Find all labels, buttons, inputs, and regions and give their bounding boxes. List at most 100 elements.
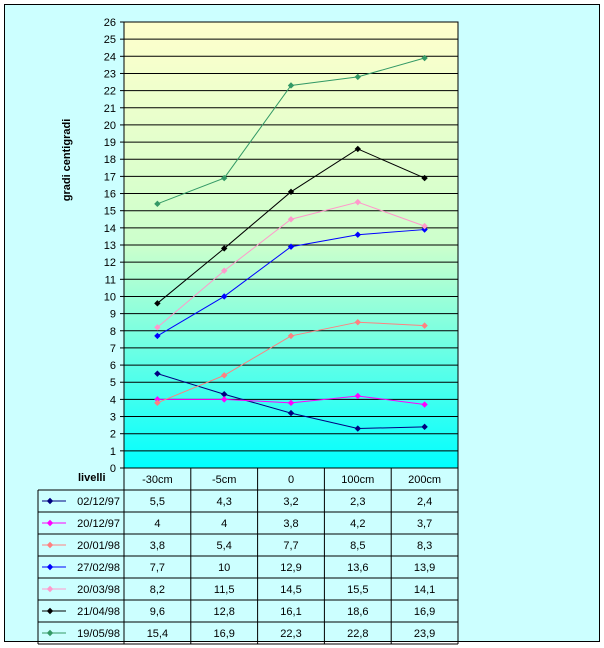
- legend-key-marker: [46, 585, 54, 593]
- table-cell: 13,6: [347, 562, 368, 574]
- table-cell: 22,8: [347, 628, 368, 640]
- data-point: [421, 226, 428, 233]
- data-point: [421, 54, 428, 62]
- y-tick-label: 24: [104, 51, 116, 63]
- data-point: [221, 267, 228, 274]
- table-cell: 3,7: [417, 518, 432, 530]
- data-point: [287, 216, 295, 223]
- category-label: 200cm: [408, 474, 441, 486]
- table-cell: 8,2: [150, 584, 165, 596]
- series-2: [154, 318, 428, 407]
- y-tick-label: 9: [110, 309, 116, 321]
- table-cell: 4: [221, 518, 227, 530]
- series-lines: [154, 54, 428, 432]
- table-cell: 14,5: [280, 584, 301, 596]
- series-name: 02/12/97: [77, 496, 120, 508]
- y-tick-label: 20: [104, 120, 116, 132]
- table-cell: 3,8: [283, 518, 298, 530]
- category-label: 0: [288, 474, 294, 486]
- y-tick-label: 15: [104, 206, 116, 218]
- data-point: [421, 222, 428, 230]
- table-cell: 8,3: [417, 540, 432, 552]
- series-name: 20/01/98: [77, 540, 120, 552]
- data-point: [354, 198, 361, 206]
- data-point: [287, 82, 295, 89]
- data-table: -30cm -5cm 0 100cm 200cm 02/12/97 5,5 4,3 3,2 2,3…: [37, 467, 459, 645]
- category-label: -30cm: [142, 474, 173, 486]
- data-point: [154, 370, 161, 377]
- gridlines: [123, 21, 459, 469]
- table-cell: 4,2: [350, 518, 365, 530]
- legend-key-marker: [46, 607, 54, 615]
- y-tick-label: 22: [104, 86, 116, 98]
- data-point: [287, 409, 295, 417]
- category-label: -5cm: [212, 474, 236, 486]
- data-point: [421, 401, 428, 408]
- data-point: [287, 332, 295, 340]
- data-point: [354, 145, 361, 153]
- series-name: 20/03/98: [77, 584, 120, 596]
- y-tick-label: 7: [110, 343, 116, 355]
- data-point: [354, 425, 361, 432]
- series-name: 21/04/98: [77, 606, 120, 618]
- table-cell: 8,5: [350, 540, 365, 552]
- table-cell: 4,3: [217, 496, 232, 508]
- y-tick-label: 11: [105, 274, 116, 286]
- table-cell: 2,4: [417, 496, 432, 508]
- y-tick-label: 18: [104, 154, 116, 166]
- data-point: [221, 372, 228, 379]
- y-tick-label: 4: [110, 394, 116, 406]
- series-5: [154, 145, 428, 307]
- data-point: [221, 396, 228, 403]
- y-axis-label: gradi centigradi: [61, 119, 73, 202]
- table-cell: 3,8: [150, 540, 165, 552]
- y-tick-label: 12: [104, 257, 116, 269]
- table-cell: 5,4: [217, 540, 232, 552]
- legend-key-marker: [46, 541, 54, 549]
- legend-key-marker: [46, 519, 54, 527]
- table-cell: 5,5: [150, 496, 165, 508]
- table-cell: 11,5: [214, 584, 235, 596]
- data-point: [421, 423, 428, 431]
- table-cell: 16,1: [280, 606, 301, 618]
- data-point: [154, 332, 161, 340]
- data-point: [354, 231, 361, 238]
- data-point: [354, 392, 361, 400]
- table-cell: 7,7: [283, 540, 298, 552]
- data-point: [221, 293, 228, 300]
- series-name: 19/05/98: [77, 628, 120, 640]
- data-point: [421, 322, 428, 329]
- data-point: [154, 300, 161, 307]
- y-tick-label: 0: [110, 463, 116, 475]
- data-point: [154, 396, 161, 403]
- series-0: [154, 370, 428, 432]
- table-cell: 12,9: [280, 562, 301, 574]
- y-axis: 0123456789101112131415161718192021222324…: [104, 17, 125, 475]
- data-point: [354, 318, 361, 326]
- data-point: [154, 324, 161, 331]
- table-cell: 15,5: [347, 584, 368, 596]
- y-tick-label: 2: [110, 429, 116, 441]
- table-cell: 16,9: [213, 628, 234, 640]
- y-tick-label: 13: [104, 240, 116, 252]
- y-tick-label: 19: [104, 137, 116, 149]
- legend-key-marker: [46, 629, 54, 637]
- table-cell: 18,6: [347, 606, 368, 618]
- data-point: [154, 399, 161, 407]
- data-point: [421, 174, 428, 182]
- table-cell: 23,9: [414, 628, 435, 640]
- legend-key-marker: [46, 563, 54, 571]
- table-cell: 15,4: [147, 628, 168, 640]
- y-tick-label: 25: [104, 34, 116, 46]
- category-label: 100cm: [341, 474, 374, 486]
- data-point: [287, 188, 295, 196]
- data-point: [287, 399, 295, 407]
- table-cell: 7,7: [150, 562, 165, 574]
- series-name: 20/12/97: [77, 518, 120, 530]
- legend-key-marker: [46, 497, 54, 505]
- table-cell: 22,3: [280, 628, 301, 640]
- y-tick-label: 8: [110, 326, 116, 338]
- table-cell: 13,9: [414, 562, 435, 574]
- y-tick-label: 5: [110, 377, 116, 389]
